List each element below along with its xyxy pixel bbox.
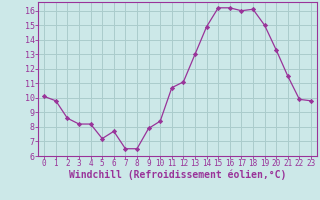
- X-axis label: Windchill (Refroidissement éolien,°C): Windchill (Refroidissement éolien,°C): [69, 170, 286, 180]
